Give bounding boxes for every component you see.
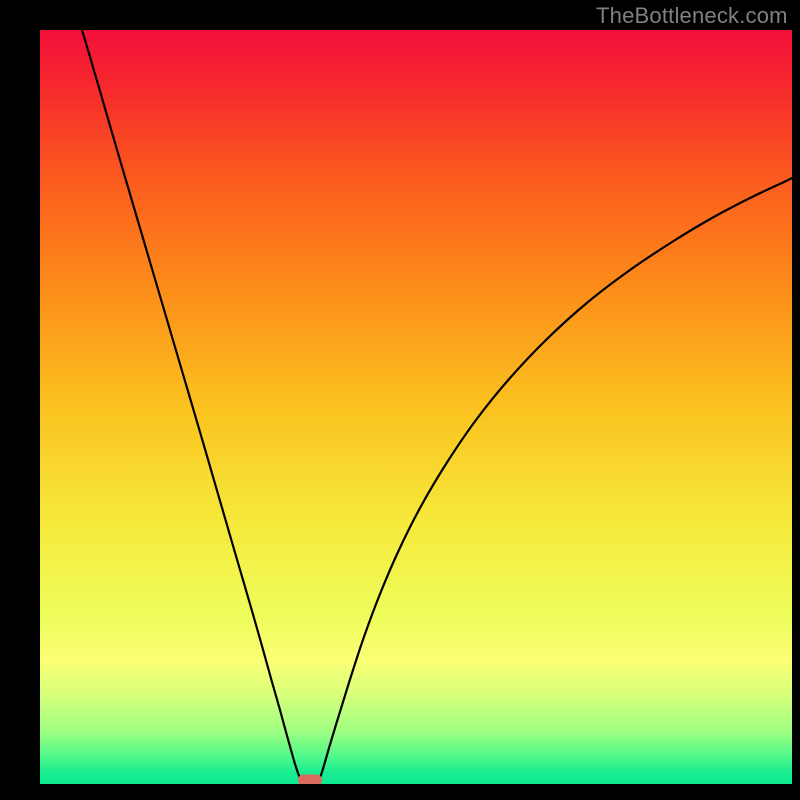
plot-area bbox=[40, 30, 792, 784]
watermark-text: TheBottleneck.com bbox=[596, 3, 788, 29]
gradient-curve-chart bbox=[40, 30, 792, 784]
valley-marker bbox=[298, 775, 322, 785]
